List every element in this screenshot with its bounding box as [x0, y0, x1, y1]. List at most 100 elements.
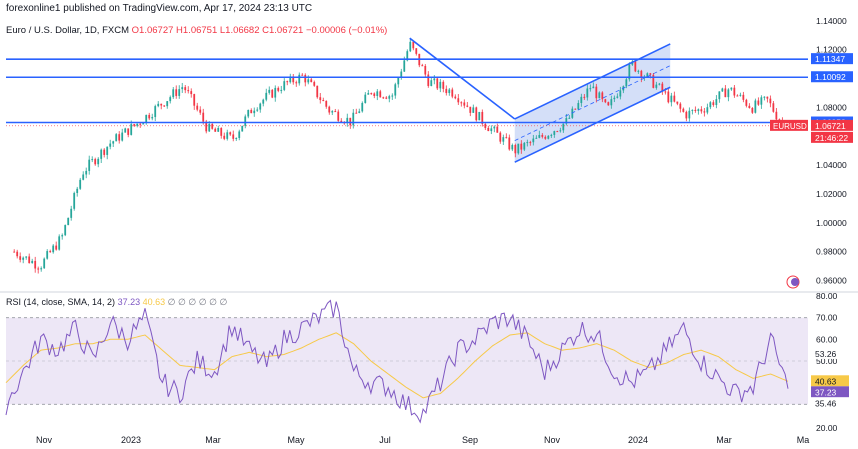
candle-body	[652, 74, 655, 88]
candle-body	[298, 74, 301, 84]
candle-body	[520, 143, 523, 150]
rsi-value-badge-label: 37.23	[815, 387, 837, 397]
candle-body	[31, 260, 34, 264]
candle-body	[70, 208, 73, 218]
price-level-badge-label: 1.10092	[815, 72, 846, 82]
candle-body	[607, 102, 610, 106]
candle-body	[685, 111, 688, 119]
candle-body	[775, 111, 778, 120]
symbol-name: Euro / U.S. Dollar, 1D, FXCM	[6, 25, 130, 36]
candle-body	[511, 144, 514, 150]
candle-body	[319, 97, 322, 101]
candle-body	[679, 103, 682, 109]
candle-body	[658, 83, 661, 85]
candle-body	[28, 256, 31, 264]
time-axis-label: Nov	[544, 435, 561, 445]
candle-body	[277, 87, 280, 91]
candle-body	[214, 128, 217, 132]
candle-body	[187, 90, 190, 92]
candle-body	[703, 111, 706, 113]
rsi-placeholder: ∅	[219, 297, 228, 307]
candle-body	[745, 99, 748, 106]
candle-body	[772, 103, 775, 112]
candle-body	[757, 100, 760, 105]
open-value: O1.06727	[131, 25, 174, 36]
candle-body	[415, 48, 418, 54]
candle-body	[634, 61, 637, 72]
candle-body	[34, 260, 37, 269]
candle-body	[406, 51, 409, 61]
rsi-tick-label: 50.00	[816, 356, 838, 366]
publish-line: forexonline1 published on TradingView.co…	[6, 3, 313, 14]
channel-lower-line	[514, 86, 671, 163]
candle-body	[373, 93, 376, 96]
time-axis-label: Jul	[379, 435, 391, 445]
candle-body	[58, 236, 61, 250]
candle-body	[589, 88, 592, 90]
candles-layer	[13, 38, 784, 274]
trendline	[409, 37, 516, 120]
candle-body	[466, 105, 469, 107]
candle-body	[382, 97, 385, 99]
candle-body	[166, 101, 169, 107]
rsi-ma-value: 40.63	[142, 297, 166, 307]
candle-body	[226, 132, 229, 139]
candle-body	[493, 126, 496, 129]
candle-body	[52, 245, 55, 253]
candle-body	[712, 102, 715, 106]
rsi-label: RSI (14, close, SMA, 14, 2)	[6, 297, 116, 307]
candle-body	[196, 105, 199, 110]
candle-body	[391, 95, 394, 97]
candle-body	[595, 86, 598, 99]
candle-body	[139, 123, 142, 125]
candle-body	[346, 117, 349, 123]
candle-body	[457, 98, 460, 103]
candle-body	[43, 258, 46, 269]
candle-body	[526, 142, 529, 144]
candle-body	[181, 87, 184, 90]
candle-body	[328, 106, 331, 113]
candle-body	[109, 143, 112, 147]
candle-body	[244, 116, 247, 126]
candle-body	[64, 225, 67, 236]
candle-body	[433, 78, 436, 81]
candle-body	[691, 109, 694, 111]
candle-body	[721, 88, 724, 92]
last-price-label: 1.06721	[815, 121, 846, 131]
candle-body	[142, 123, 145, 125]
candle-body	[235, 138, 238, 140]
candle-body	[451, 89, 454, 97]
candle-body	[232, 134, 235, 139]
candle-body	[229, 132, 232, 135]
candle-body	[574, 108, 577, 110]
candle-body	[82, 174, 85, 180]
candle-body	[436, 78, 439, 89]
candle-body	[286, 81, 289, 83]
candle-body	[247, 109, 250, 117]
candle-body	[337, 111, 340, 121]
candle-body	[367, 93, 370, 95]
candle-body	[514, 144, 517, 154]
candle-body	[475, 107, 478, 121]
symbol-legend: Euro / U.S. Dollar, 1D, FXCM O1.06727 H1…	[6, 25, 387, 36]
rsi-legend: RSI (14, close, SMA, 14, 2) 37.23 40.63 …	[6, 297, 227, 308]
rsi-value-badge-label: 53.26	[815, 349, 837, 359]
candle-body	[421, 65, 424, 67]
candle-body	[61, 235, 64, 237]
candle-body	[766, 96, 769, 99]
candle-body	[676, 101, 679, 104]
candle-body	[739, 94, 742, 96]
candle-body	[400, 71, 403, 78]
candle-body	[352, 112, 355, 126]
candle-body	[724, 88, 727, 98]
rsi-layer	[5, 299, 808, 424]
candle-body	[94, 159, 97, 165]
candle-body	[208, 123, 211, 132]
candle-body	[103, 149, 106, 155]
indicator-toggle-icon-dot	[791, 278, 799, 286]
candle-body	[439, 81, 442, 89]
candle-body	[184, 87, 187, 91]
candle-body	[148, 114, 151, 119]
candle-body	[718, 91, 721, 100]
